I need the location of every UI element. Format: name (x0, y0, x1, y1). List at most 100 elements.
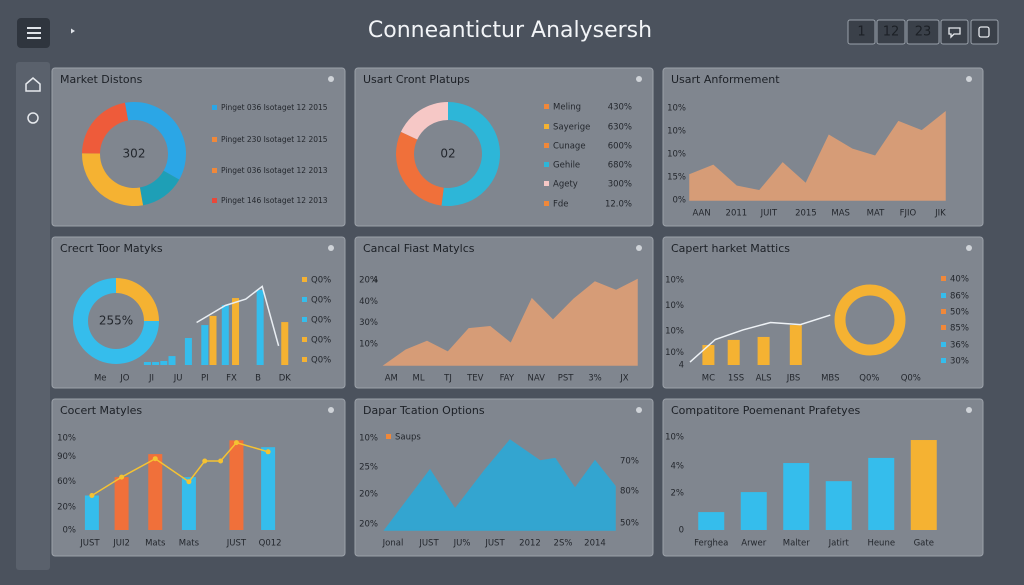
y-tick-label: 40% (359, 297, 378, 307)
y-tick-label: 80% (620, 486, 639, 496)
trend-line (196, 285, 280, 347)
bar (168, 356, 176, 365)
panel: Usart Cront Platups 02 Meling 430% Sayerige 6… (354, 67, 654, 227)
bar (825, 481, 852, 530)
panel: Usart Anformement 10% 10% 10% 15% 0% AAN 2011 JU… (662, 67, 984, 227)
menu-icon[interactable] (27, 27, 41, 39)
power-icon[interactable] (27, 112, 39, 124)
y-tick-label: 10% (665, 433, 684, 443)
panel-menu[interactable] (328, 407, 334, 413)
toolbar-button[interactable] (876, 19, 906, 45)
chat-button[interactable] (940, 19, 969, 45)
x-tick-label: PI (201, 374, 209, 384)
panel-title: Cocert Matyles (60, 404, 142, 417)
panel-menu[interactable] (636, 76, 642, 82)
donut-center-label: 302 (123, 147, 146, 161)
bar (698, 512, 725, 530)
panel: Market Distons 302 Pinget 036 Isotaget 12 … (51, 67, 346, 227)
panel-menu[interactable] (966, 76, 972, 82)
bar (221, 305, 229, 365)
panel-menu[interactable] (636, 245, 642, 251)
legend-label: 86% (950, 292, 969, 302)
donut-center-label: 02 (440, 147, 455, 161)
legend-swatch (302, 277, 307, 282)
y-tick-label: 20% (57, 503, 76, 513)
legend-swatch (544, 181, 549, 186)
y-tick-label: 50% (620, 519, 639, 529)
legend-value: 600% (608, 142, 632, 152)
legend-value: 300% (608, 180, 632, 190)
y-tick-label: 30% (359, 318, 378, 328)
settings-button[interactable] (970, 19, 999, 45)
trend-point (119, 474, 125, 480)
ring-graphic (834, 284, 906, 356)
x-tick-label: Arwer (741, 539, 766, 549)
legend-label: Pinget 146 Isotaget 12 2013 (221, 196, 328, 205)
x-tick-label: JBS (786, 374, 801, 384)
bar (84, 495, 99, 530)
legend-swatch (941, 276, 946, 281)
menu-button[interactable] (17, 18, 50, 48)
panel-menu[interactable] (966, 407, 972, 413)
y-tick-label: 4 (373, 276, 378, 286)
legend-label: 36% (950, 341, 969, 351)
toolbar-button-label[interactable]: 12 (883, 25, 900, 40)
toolbar-button[interactable] (847, 19, 876, 45)
bar (757, 336, 770, 365)
trend-line (91, 441, 269, 497)
x-tick-label: Jonal (382, 539, 404, 549)
settings-icon[interactable] (978, 26, 990, 38)
trend-point (233, 440, 239, 446)
donut-segment (82, 102, 129, 154)
y-tick-label: 10% (359, 339, 378, 349)
y-tick-label: 4 (679, 361, 684, 371)
x-tick-label: TEV (466, 374, 484, 384)
legend-swatch (212, 105, 217, 110)
donut-segment (124, 102, 187, 180)
x-tick-label: FX (226, 374, 237, 384)
x-tick-label: TJ (443, 374, 452, 384)
panel-menu[interactable] (636, 407, 642, 413)
y-tick-label: 10% (359, 434, 378, 444)
x-tick-label: Q0% (859, 374, 879, 384)
toolbar-button[interactable] (906, 19, 940, 45)
x-tick-label: Malter (783, 539, 810, 549)
panel-menu[interactable] (328, 76, 334, 82)
x-tick-label: ALS (756, 374, 772, 384)
area (383, 439, 616, 531)
y-tick-label: 10% (667, 104, 686, 114)
legend-label: Q0% (311, 316, 331, 326)
toolbar-button-label[interactable]: 1 (857, 25, 865, 40)
trend-point (89, 493, 95, 498)
legend-label: Q0% (311, 276, 331, 286)
bar (789, 325, 802, 365)
x-tick-label: JIK (934, 209, 946, 219)
home-icon[interactable] (25, 77, 41, 92)
legend-label: Pinget 036 Isotaget 12 2015 (221, 103, 328, 112)
toolbar-button-label[interactable]: 23 (915, 25, 932, 40)
legend-label: Q0% (311, 336, 331, 346)
trend-point (218, 458, 224, 464)
back-arrow[interactable] (71, 28, 75, 34)
legend-swatch (544, 201, 549, 206)
panel-title: Usart Cront Platups (363, 73, 470, 86)
legend-swatch (941, 342, 946, 347)
bar (910, 440, 937, 530)
x-tick-label: 2S% (554, 539, 573, 549)
panel-title: Dapar Tcation Options (363, 404, 485, 417)
legend-label: Q0% (311, 356, 331, 366)
legend-swatch (302, 317, 307, 322)
y-tick-label: 4% (671, 462, 685, 472)
panel-menu[interactable] (328, 245, 334, 251)
bar (261, 447, 276, 530)
legend-swatch (386, 434, 391, 439)
donut-segment (73, 278, 159, 364)
panel-menu[interactable] (966, 245, 972, 251)
x-tick-label: MAT (867, 209, 885, 219)
chat-icon[interactable] (948, 27, 961, 39)
legend-label: 30% (950, 357, 969, 367)
bar (727, 339, 740, 365)
legend-swatch (212, 198, 217, 203)
